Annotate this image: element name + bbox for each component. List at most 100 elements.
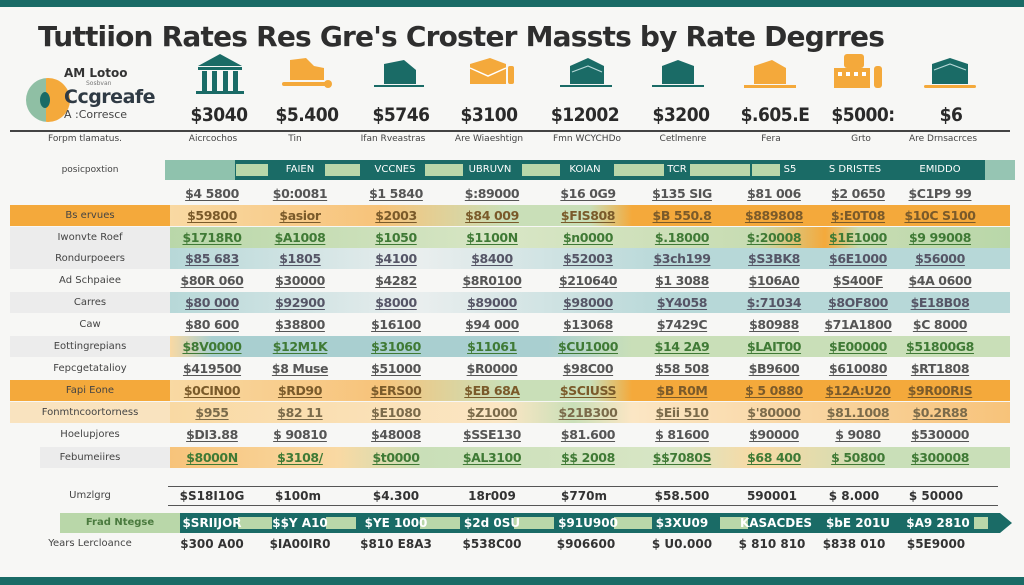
footer-cell: $$Y A10 (272, 516, 328, 530)
row-label-background (40, 447, 170, 468)
table-cell: $4A 0600 (908, 273, 972, 288)
table-cell: $$ 2008 (561, 450, 615, 465)
table-row: Fonmtncoortorness $955 $82 11 $E1080 $Z1000 $… (0, 402, 1024, 423)
footer-cell: $3XU09 (655, 516, 709, 530)
row-value-background (170, 205, 1010, 226)
years-cell: $IA00IR0 (269, 537, 331, 551)
table-cell: $ 90810 (273, 427, 327, 442)
footer-fill-bar (974, 517, 988, 529)
table-cell: $'80000 (747, 405, 801, 420)
table-cell: $889808 (744, 208, 804, 223)
table-row: Eottingrepians $8V0000 $12M1K $31060 $11061 $… (0, 336, 1024, 357)
row-label-background (10, 248, 170, 269)
table-cell: $B9600 (748, 361, 800, 376)
brand-logo: AM Lotoo Sosbvan Ccgreafe A :Corresce (24, 66, 164, 126)
table-row: Fepcgetatalioy $419500 $8 Muse $51000 $R0000… (0, 358, 1024, 379)
years-row: Years Lercloance $300 A00 $IA00IR0 $810 … (0, 535, 1024, 553)
table-cell: $AL3100 (462, 450, 522, 465)
table-cell: $0CIN00 (183, 383, 241, 398)
category-header-tail (985, 160, 1015, 180)
table-cell: $8V0000 (182, 339, 242, 354)
footer-fill-bar (614, 517, 652, 529)
table-cell: $81 006 (747, 186, 801, 201)
summary-cell: $ 8.000 (828, 489, 880, 503)
table-cell: $31060 (371, 339, 421, 354)
table-cell: $85 683 (185, 251, 239, 266)
table-cell: $80 600 (185, 317, 239, 332)
row-label: Hoelupjores (60, 429, 120, 440)
table-cell: $59800 (187, 208, 237, 223)
diploma-envelope-icon (469, 58, 514, 84)
column-price-row: $3040 $5.400 $5746 $3100 $12002 $3200 $.… (170, 104, 1000, 130)
table-cell: $8000 (375, 295, 417, 310)
row-value-background (170, 292, 1010, 313)
table-cell: $Y4058 (656, 295, 708, 310)
table-cell: $56000 (915, 251, 965, 266)
table-cell: $80988 (749, 317, 799, 332)
table-cell: $8400 (471, 251, 513, 266)
table-cell: $ 50800 (831, 450, 885, 465)
row-label-background (10, 402, 170, 423)
band-header-label: posicpoxtion (61, 165, 119, 175)
years-cell: $ U0.000 (651, 537, 713, 551)
campus-buildings-icon (834, 54, 882, 88)
table-cell: $RD90 (277, 383, 323, 398)
row-label: Caw (79, 319, 101, 330)
table-cell: $98000 (563, 295, 613, 310)
table-cell: $CU1000 (557, 339, 618, 354)
footer-cell: $2d 0SU (463, 516, 521, 530)
category-header-cell: FAIEN (285, 164, 315, 175)
row-label-background (10, 380, 170, 401)
column-price: $.605.E (740, 104, 810, 126)
category-header-cell: S5 (783, 164, 797, 175)
table-cell: $FIS808 (560, 208, 616, 223)
table-cell: $98C00 (562, 361, 614, 376)
category-header-fade (165, 160, 235, 180)
table-cell: $0:0081 (272, 186, 328, 201)
graduation-hat-icon (744, 60, 796, 88)
summary-row: Umzlgrg $S18I10G $100m $4.300 18r009 $77… (0, 487, 1024, 505)
table-cell: $6E1000 (829, 251, 887, 266)
row-label-background (10, 292, 170, 313)
table-cell: $81.1008 (826, 405, 890, 420)
category-header-cell: VCCNES (374, 164, 416, 175)
table-cell: $80 000 (185, 295, 239, 310)
column-subheader: Fera (761, 134, 781, 144)
graduation-cap-icon (924, 58, 976, 88)
table-cell: $:E0T08 (830, 208, 886, 223)
table-cell: $8 Muse (271, 361, 329, 376)
footer-arrow-icon (1000, 513, 1012, 533)
column-subheader: Aicrcochos (188, 134, 238, 144)
table-cell: $51800G8 (906, 339, 974, 354)
footer-label: Frad Ntegse (85, 517, 155, 528)
summary-cell: 18r009 (468, 489, 516, 503)
table-cell: $ERS00 (370, 383, 422, 398)
summary-rule-top (168, 486, 998, 487)
column-price: $5000: (831, 104, 895, 126)
row-value-background (170, 227, 1010, 248)
header-fill-bar (522, 164, 560, 176)
table-cell: $52003 (563, 251, 613, 266)
column-price: $6 (939, 104, 963, 126)
row-label: Rondurpoeers (55, 253, 125, 264)
footer-fill-bar (514, 517, 554, 529)
table-cell: $12M1K (272, 339, 328, 354)
table-cell: $71A1800 (824, 317, 892, 332)
years-cell: $538C00 (462, 537, 522, 551)
table-cell: $EB 68A (464, 383, 520, 398)
table-cell: $90000 (749, 427, 799, 442)
table-cell: $419500 (182, 361, 242, 376)
table-row: Ad Schpaiee $80R 060 $30000 $4282 $8R0100 $21… (0, 270, 1024, 291)
table-cell: $89000 (467, 295, 517, 310)
years-cell: $5E9000 (906, 537, 966, 551)
footer-fill-bar (326, 517, 356, 529)
column-subheader: Fmn WCYCHDo (552, 134, 622, 144)
row-label: Carres (73, 297, 107, 308)
column-price: $5746 (372, 104, 430, 126)
table-cell: $81.600 (560, 427, 616, 442)
table-cell: $4100 (375, 251, 417, 266)
row-label (10, 183, 170, 204)
category-header-cell: UBRUVN (468, 164, 512, 175)
table-cell: $210640 (558, 273, 618, 288)
column-subheader-row: Forpm tlamatus. Aicrcochos Tin Ifan Rvea… (0, 134, 1024, 148)
